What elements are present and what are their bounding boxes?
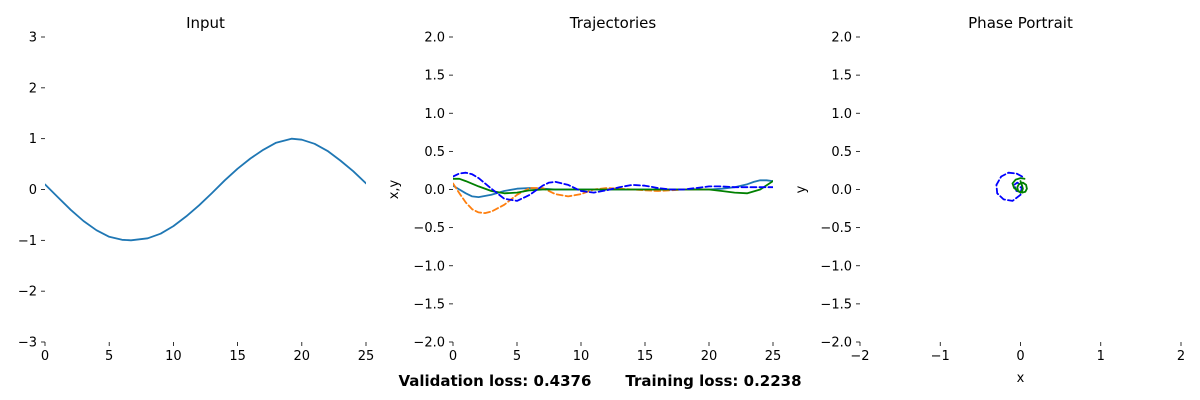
input-xtick-label: 5 xyxy=(105,349,113,364)
input-ytick-label: 0 xyxy=(29,183,37,198)
trajectories-ytick-label: −2.0 xyxy=(413,336,445,351)
phase-portrait-chart-ylabel: y xyxy=(794,185,809,193)
phase-portrait-ytick-label: −0.5 xyxy=(820,221,852,236)
input-chart-title: Input xyxy=(186,14,225,32)
phase-portrait-ytick-label: 0.0 xyxy=(831,183,852,198)
trajectories-xtick-label: 5 xyxy=(513,349,521,364)
input-chart: Input 0 5 10 15 20 25 −3 −2 −1 0 1 2 3 xyxy=(18,14,374,364)
input-series-line-0 xyxy=(45,137,366,242)
trajectories-ytick-label: −1.0 xyxy=(413,259,445,274)
training-loss-label: Training loss: 0.2238 xyxy=(625,372,802,390)
trajectories-xtick-label: 10 xyxy=(573,349,590,364)
trajectories-ytick-label: −1.5 xyxy=(413,297,445,312)
input-xtick-label: 25 xyxy=(358,349,375,364)
input-xtick-label: 10 xyxy=(165,349,182,364)
phase-portrait-xtick-label: −1 xyxy=(931,349,950,364)
phase-portrait-chart-title: Phase Portrait xyxy=(968,14,1073,32)
input-xtick-label: 15 xyxy=(229,349,246,364)
phase-portrait-series-line-0 xyxy=(995,171,1023,202)
loss-footer: Validation loss: 0.4376 Training loss: 0.… xyxy=(0,372,1200,390)
phase-portrait-xtick-label: 2 xyxy=(1177,349,1185,364)
input-ytick-label: 2 xyxy=(29,81,37,96)
validation-loss-label: Validation loss: 0.4376 xyxy=(398,372,592,390)
trajectories-ytick-label: 1.0 xyxy=(424,107,445,122)
input-ytick-label: 1 xyxy=(29,132,37,147)
phase-portrait-ytick-label: 1.5 xyxy=(831,69,852,84)
trajectories-xtick-label: 25 xyxy=(765,349,782,364)
phase-portrait-chart: Phase Portrait x y −2 −1 0 1 2 −2.0 −1.5 −1.0 −0… xyxy=(794,14,1185,386)
input-xtick-label: 0 xyxy=(41,349,49,364)
input-xtick-label: 20 xyxy=(294,349,311,364)
phase-portrait-ytick-label: −1.5 xyxy=(820,297,852,312)
trajectories-chart-ylabel: x,y xyxy=(387,179,402,199)
trajectories-ytick-label: 0.0 xyxy=(424,183,445,198)
trajectories-series-line-1 xyxy=(453,182,710,215)
trajectories-ytick-label: 2.0 xyxy=(424,31,445,46)
phase-portrait-chart-xlabel: x xyxy=(1017,371,1025,386)
trajectories-xtick-label: 15 xyxy=(637,349,654,364)
phase-portrait-ytick-label: 1.0 xyxy=(831,107,852,122)
input-ytick-label: 3 xyxy=(29,31,37,46)
trajectories-series-line-2 xyxy=(453,177,773,195)
phase-portrait-ytick-label: −2.0 xyxy=(820,336,852,351)
trajectories-ytick-label: −0.5 xyxy=(413,221,445,236)
input-ytick-label: −1 xyxy=(18,234,37,249)
trajectories-series-line-3 xyxy=(453,171,773,202)
phase-portrait-ytick-label: 2.0 xyxy=(831,31,852,46)
phase-portrait-xtick-label: 1 xyxy=(1097,349,1105,364)
input-ytick-label: −2 xyxy=(18,285,37,300)
phase-portrait-xtick-label: −2 xyxy=(850,349,869,364)
phase-portrait-xtick-label: 0 xyxy=(1016,349,1024,364)
trajectories-ytick-label: 0.5 xyxy=(424,145,445,160)
trajectories-chart-title: Trajectories xyxy=(569,14,657,32)
trajectories-ytick-label: 1.5 xyxy=(424,69,445,84)
phase-portrait-ytick-label: 0.5 xyxy=(831,145,852,160)
trajectories-xtick-label: 0 xyxy=(449,349,457,364)
trajectories-chart: Trajectories x,y 0 5 10 15 20 25 −2.0 −1.5 −1.0 −… xyxy=(387,14,781,364)
phase-portrait-series-line-1 xyxy=(1011,177,1028,194)
trajectories-xtick-label: 20 xyxy=(701,349,718,364)
input-ytick-label: −3 xyxy=(18,336,37,351)
phase-portrait-ytick-label: −1.0 xyxy=(820,259,852,274)
